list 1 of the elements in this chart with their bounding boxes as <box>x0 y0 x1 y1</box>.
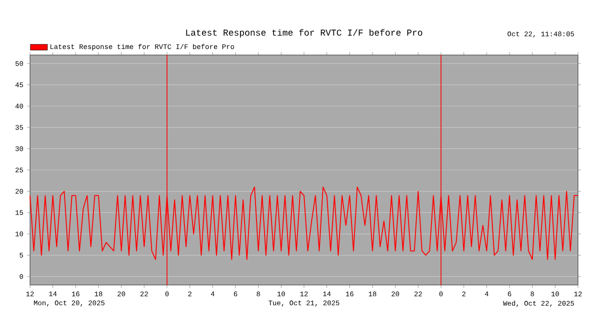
chart-title: Latest Response time for RVTC I/F before Pro <box>186 29 422 38</box>
